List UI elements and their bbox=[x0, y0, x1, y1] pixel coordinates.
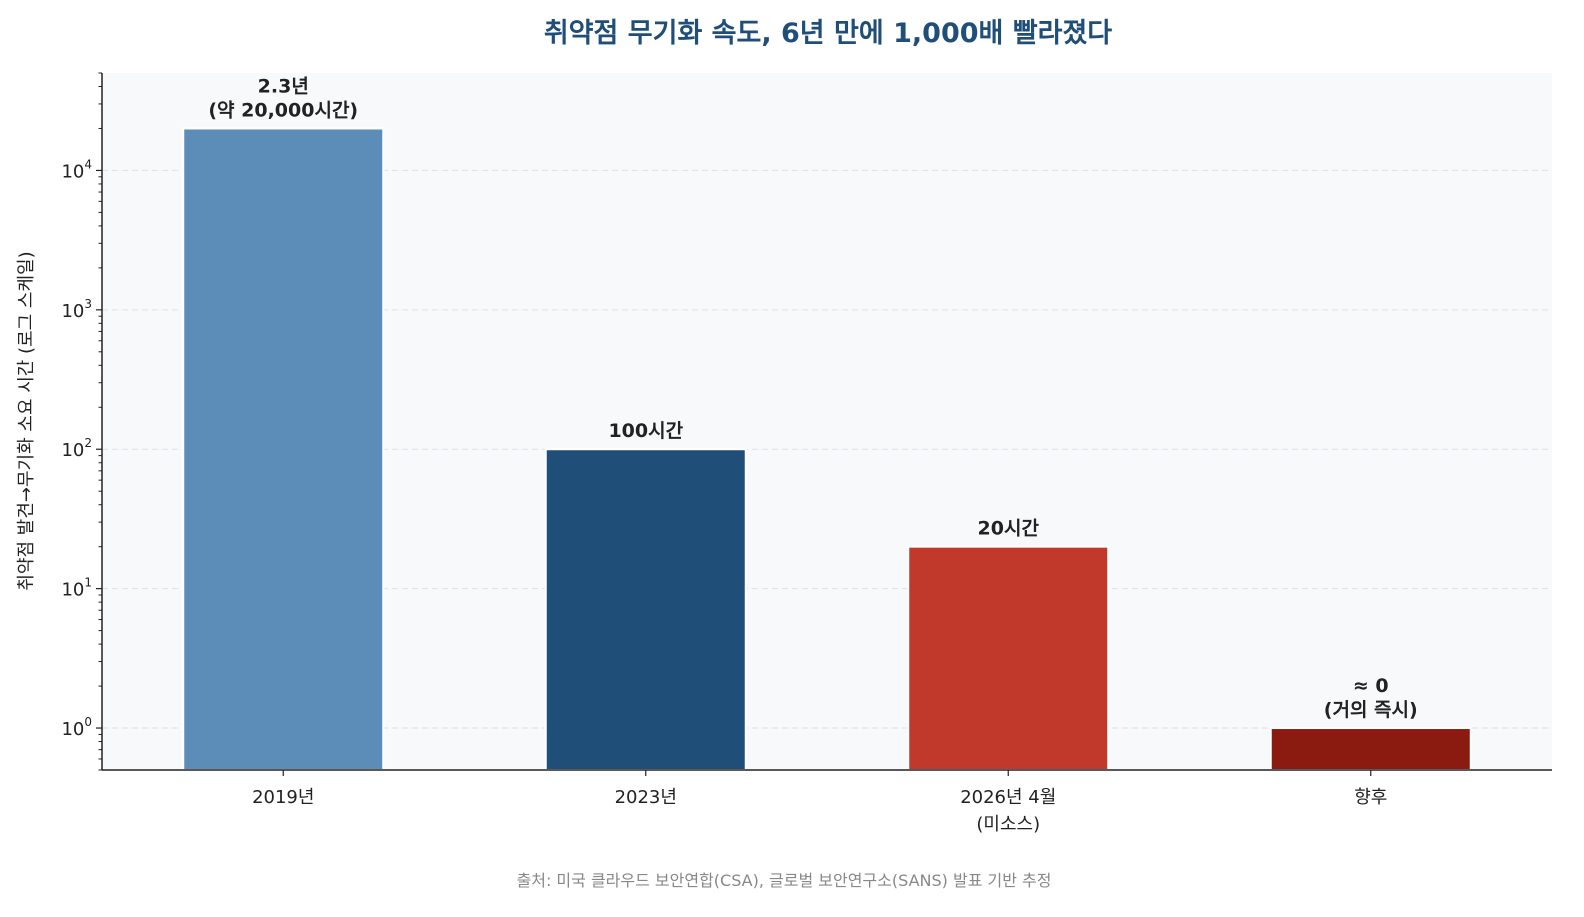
y-tick-base: 10 bbox=[61, 161, 84, 182]
y-tick-base: 10 bbox=[61, 440, 84, 461]
bar bbox=[544, 448, 747, 771]
data-label: (약 20,000시간) bbox=[208, 99, 358, 121]
x-tick-label: 2023년 bbox=[615, 787, 677, 808]
bar bbox=[1269, 727, 1472, 772]
bar bbox=[907, 545, 1110, 772]
y-tick-base: 10 bbox=[61, 301, 84, 322]
y-tick-exponent: 4 bbox=[84, 157, 92, 171]
x-tick-label: (미소스) bbox=[976, 814, 1040, 835]
source-note: 출처: 미국 클라우드 보안연합(CSA), 글로벌 보안연구소(SANS) 발… bbox=[517, 871, 1052, 890]
y-axis-label: 취약점 발견→무기화 소요 시간 (로그 스케일) bbox=[16, 251, 37, 590]
x-tick-label: 2019년 bbox=[252, 787, 314, 808]
y-tick-exponent: 2 bbox=[84, 436, 92, 450]
data-label: ≈ 0 bbox=[1353, 675, 1389, 697]
data-label: 100시간 bbox=[608, 420, 683, 442]
y-tick-exponent: 1 bbox=[84, 576, 92, 590]
y-tick-base: 10 bbox=[61, 580, 84, 601]
y-tick-label: 102 bbox=[61, 436, 92, 461]
y-tick-base: 10 bbox=[61, 719, 84, 740]
data-label: (거의 즉시) bbox=[1324, 699, 1418, 721]
chart-title: 취약점 무기화 속도, 6년 만에 1,000배 빨라졌다 bbox=[544, 18, 1112, 49]
data-label: 20시간 bbox=[978, 518, 1040, 540]
y-tick-exponent: 3 bbox=[84, 297, 92, 311]
bar bbox=[182, 127, 385, 771]
x-tick-label: 향후 bbox=[1354, 787, 1387, 808]
x-tick-label: 2026년 4월 bbox=[960, 787, 1056, 808]
y-tick-label: 101 bbox=[61, 576, 92, 601]
y-tick-label: 103 bbox=[61, 297, 92, 322]
y-tick-label: 100 bbox=[61, 715, 92, 740]
y-tick-label: 104 bbox=[61, 157, 92, 182]
y-tick-exponent: 0 bbox=[84, 715, 92, 729]
data-label: 2.3년 bbox=[258, 75, 309, 97]
